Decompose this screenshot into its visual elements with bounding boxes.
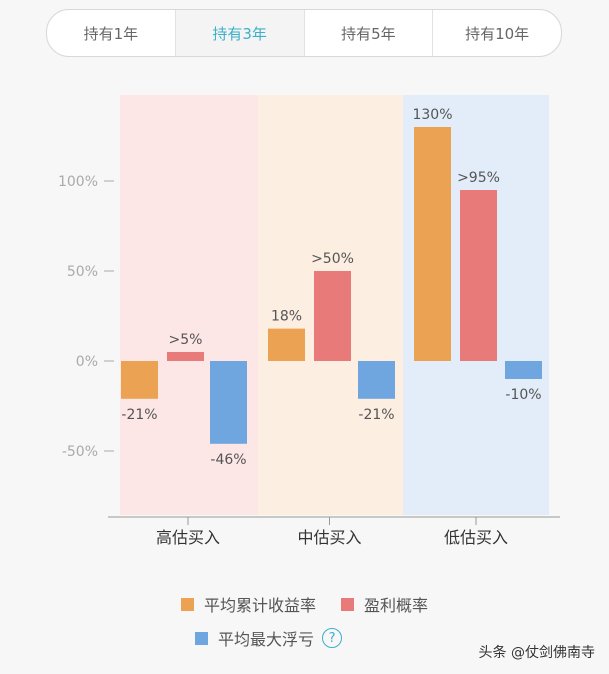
x-tick-label: 低估买入 (444, 528, 508, 547)
data-label: -21% (358, 407, 394, 423)
legend-row-2: 平均最大浮亏? (0, 626, 609, 650)
x-tick-label: 中估买入 (297, 528, 361, 547)
data-label: >95% (457, 170, 500, 186)
bar (314, 271, 351, 361)
bar (358, 361, 395, 399)
data-label: >50% (311, 251, 354, 267)
data-label: 130% (412, 107, 452, 123)
bar (505, 361, 542, 379)
data-label: -46% (210, 452, 246, 468)
legend-label: 盈利概率 (364, 596, 429, 615)
tab-10-years[interactable]: 持有10年 (465, 24, 530, 43)
legend-item: 平均累计收益率 (180, 592, 316, 616)
data-label: 18% (271, 309, 302, 325)
help-icon[interactable]: ? (322, 628, 343, 648)
bar-chart: 100% 50% 0% -50% 高估买入 -21% >5% -46% 中估买入 18% >50% -… (58, 95, 560, 547)
legend-item: 平均最大浮亏? (195, 626, 343, 650)
y-tick-label: 0% (76, 354, 98, 370)
bar (121, 361, 158, 399)
bar (210, 361, 247, 444)
legend-label: 平均累计收益率 (203, 596, 316, 615)
data-label: -10% (505, 387, 541, 403)
y-tick-label: -50% (62, 444, 98, 460)
holding-period-tabs: 持有1年 持有3年 持有5年 持有10年 (46, 9, 562, 57)
legend-row-1: 平均累计收益率 盈利概率 (0, 592, 609, 616)
zone-background (120, 95, 258, 515)
bar (268, 328, 305, 361)
watermark: 头条 @仗剑佛南寺 (478, 645, 595, 661)
legend-label: 平均最大浮亏 (218, 630, 315, 649)
tab-1-year[interactable]: 持有1年 (47, 10, 176, 56)
y-tick-label: 50% (67, 264, 98, 280)
legend-swatch (195, 631, 208, 645)
y-tick-label: 100% (58, 174, 98, 190)
x-tick-label: 高估买入 (156, 528, 220, 547)
legend-swatch (180, 597, 194, 611)
bar (167, 352, 204, 361)
data-label: -21% (121, 407, 157, 423)
bar (414, 127, 451, 361)
tab-5-years[interactable]: 持有5年 (305, 10, 434, 56)
data-label: >5% (169, 332, 203, 348)
legend-item: 盈利概率 (341, 592, 428, 616)
bar (460, 190, 497, 361)
legend-swatch (341, 597, 355, 611)
tab-3-years[interactable]: 持有3年 (175, 10, 305, 56)
